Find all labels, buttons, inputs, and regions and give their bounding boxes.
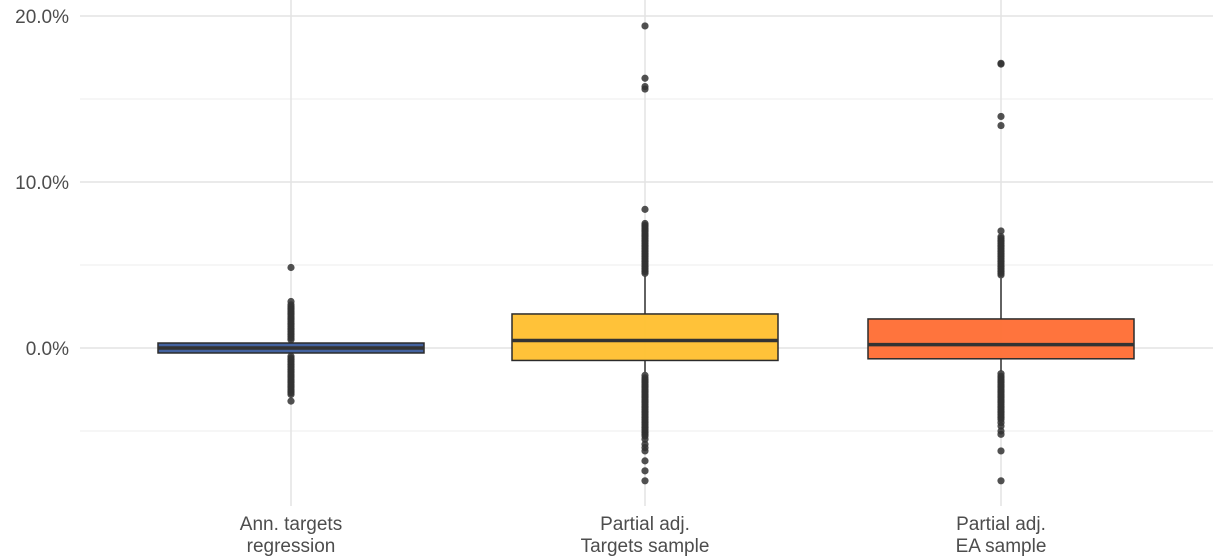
x-category-label-1: Partial adj. Targets sample [581, 514, 710, 557]
boxes-layer [157, 22, 1135, 485]
y-tick-label-0: 0.0% [26, 339, 69, 360]
outlier-point [997, 271, 1005, 279]
x-category-label-0: Ann. targets regression [240, 514, 342, 557]
x-category-label-line: Ann. targets [240, 514, 342, 535]
y-tick-label-2: 20.0% [15, 7, 69, 28]
outlier-point [641, 205, 649, 213]
box-group-0 [157, 263, 425, 405]
box-group-2 [867, 59, 1135, 485]
x-category-label-line: Partial adj. [600, 514, 690, 535]
outlier-point [287, 263, 295, 272]
outlier-point [641, 435, 649, 443]
y-axis: 0.0% 10.0% 20.0% [15, 7, 69, 360]
x-category-label-2: Partial adj. EA sample [956, 514, 1047, 557]
outlier-point [287, 336, 295, 344]
outlier-point [641, 457, 649, 465]
outlier-point [641, 269, 649, 277]
outlier-point [641, 85, 649, 93]
outlier-point [641, 467, 649, 475]
outlier-point [641, 477, 649, 485]
outlier-point [997, 422, 1005, 430]
outlier-point [997, 112, 1005, 121]
x-category-label-line: Targets sample [581, 536, 710, 557]
outlier-point [997, 477, 1005, 485]
outlier-point [287, 390, 295, 399]
outlier-point [641, 74, 649, 82]
x-category-label-line: regression [247, 536, 336, 557]
box-group-1 [511, 22, 779, 485]
iqr-box [511, 313, 779, 362]
outlier-point [997, 121, 1005, 130]
outlier-point [641, 447, 649, 455]
outlier-point [287, 397, 295, 405]
outlier-point [997, 60, 1005, 68]
x-category-label-line: EA sample [956, 536, 1047, 557]
outlier-point [997, 447, 1005, 455]
x-category-label-line: Partial adj. [956, 514, 1046, 535]
outlier-point [641, 22, 649, 30]
iqr-box [867, 318, 1135, 360]
outlier-point [997, 430, 1005, 438]
y-tick-label-1: 10.0% [15, 173, 69, 194]
outlier-point [997, 227, 1005, 235]
